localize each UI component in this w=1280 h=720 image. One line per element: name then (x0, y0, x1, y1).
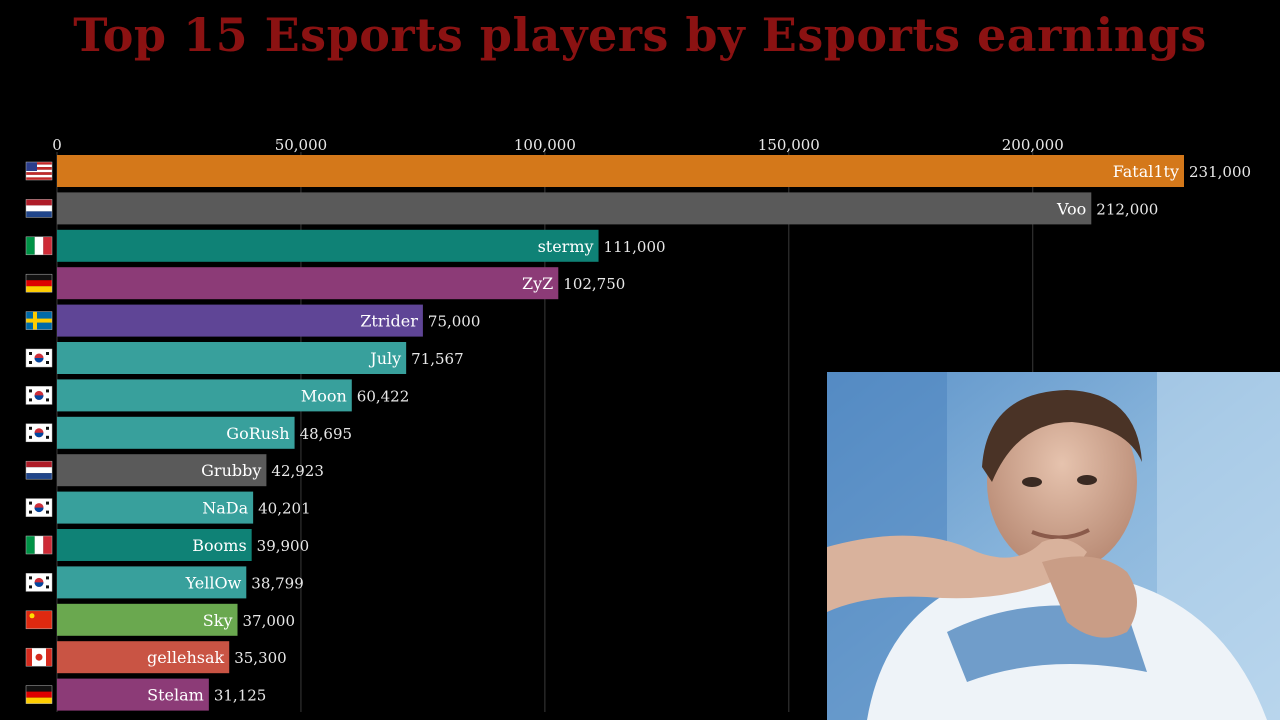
bar-value-label: 42,923 (271, 462, 324, 480)
bar-name-label: Booms (192, 536, 246, 555)
sweden-flag-icon (25, 311, 53, 330)
bar-row: Voo 212,000 (25, 192, 1158, 225)
bar (57, 603, 238, 636)
x-tick-label: 0 (52, 136, 62, 154)
bar (57, 229, 599, 262)
bar-value-label: 31,125 (214, 687, 267, 705)
bar-name-label: Grubby (201, 461, 261, 480)
bar-name-label: gellehsak (147, 648, 224, 667)
x-tick-label: 150,000 (758, 136, 820, 154)
bar-row: Grubby 42,923 (25, 454, 324, 487)
bar-value-label: 71,567 (411, 350, 464, 368)
canada-flag-icon (25, 647, 53, 667)
bar-name-label: Sky (203, 611, 233, 630)
bar (57, 678, 209, 711)
bar-row: Sky 37,000 (25, 603, 295, 636)
bar-value-label: 212,000 (1096, 200, 1158, 218)
bar-row: ZyZ 102,750 (25, 267, 625, 300)
bar-value-label: 38,799 (251, 574, 304, 592)
korea-flag-icon (25, 423, 53, 443)
bar (57, 155, 1184, 187)
bar (57, 304, 423, 337)
x-axis-ticks: 0 50,000 100,000 150,000 200,000 (52, 136, 1064, 154)
bar-name-label: Voo (1056, 199, 1086, 218)
bar-value-label: 48,695 (300, 425, 353, 443)
x-tick-label: 50,000 (275, 136, 328, 154)
bar-name-label: July (368, 349, 401, 368)
germany-flag-icon (25, 273, 53, 293)
bar-row: stermy 111,000 (25, 229, 666, 262)
bar-value-label: 231,000 (1189, 163, 1251, 181)
bar (57, 491, 254, 524)
x-tick-label: 200,000 (1002, 136, 1064, 154)
bar-name-label: YellOw (185, 573, 242, 592)
korea-flag-icon (25, 498, 53, 517)
bar-name-label: ZyZ (522, 274, 553, 293)
bar-value-label: 60,422 (357, 387, 410, 405)
bar-row: GoRush 48,695 (25, 416, 353, 449)
bar-value-label: 37,000 (243, 612, 295, 630)
bar (57, 416, 295, 449)
italy-flag-icon (25, 236, 53, 256)
bar-name-label: NaDa (202, 499, 248, 518)
bar-value-label: 111,000 (604, 238, 666, 256)
bar-name-label: Ztrider (360, 312, 418, 331)
bar-name-label: Moon (301, 386, 347, 405)
bar-name-label: Stelam (147, 686, 204, 705)
player-photo (827, 372, 1280, 720)
bar-row: July 71,567 (25, 342, 464, 374)
bars: Fatal1ty 231,000 Voo 212,000 stermy 111,000 Zy… (25, 155, 1251, 711)
bar (57, 379, 352, 412)
korea-flag-icon (25, 348, 53, 368)
bar (57, 454, 267, 487)
netherlands-flag-icon (25, 460, 53, 480)
us-flag-icon (25, 161, 53, 181)
bar-row: Ztrider 75,000 (25, 304, 481, 337)
bar-value-label: 39,900 (257, 537, 310, 555)
x-tick-label: 100,000 (514, 136, 576, 154)
bar-value-label: 102,750 (563, 275, 625, 293)
player-photo-icon (827, 372, 1280, 720)
bar-row: Booms 39,900 (25, 529, 310, 561)
chart-title: Top 15 Esports players by Esports earnin… (73, 8, 1207, 62)
netherlands-flag-icon (25, 199, 53, 218)
bar-name-label: GoRush (226, 424, 289, 443)
bar (57, 566, 247, 599)
bar-row: gellehsak 35,300 (25, 641, 287, 674)
bar (57, 267, 559, 300)
bar-value-label: 35,300 (234, 649, 286, 667)
bar-name-label: stermy (538, 237, 594, 256)
germany-flag-icon (25, 685, 53, 704)
bar-name-label: Fatal1ty (1113, 162, 1179, 181)
italy-flag-icon (25, 535, 53, 555)
bar-row: Moon 60,422 (25, 379, 410, 412)
bar-row: Fatal1ty 231,000 (25, 155, 1251, 187)
bar-row: Stelam 31,125 (25, 678, 267, 711)
bar-value-label: 40,201 (258, 500, 311, 518)
bar (57, 192, 1092, 225)
bar-row: YellOw 38,799 (25, 566, 304, 599)
bar-value-label: 75,000 (428, 313, 481, 331)
korea-flag-icon (25, 573, 53, 592)
china-flag-icon (25, 610, 53, 630)
bar (57, 529, 252, 561)
bar (57, 641, 230, 674)
korea-flag-icon (25, 386, 53, 405)
bar-row: NaDa 40,201 (25, 491, 311, 524)
bar (57, 342, 407, 374)
